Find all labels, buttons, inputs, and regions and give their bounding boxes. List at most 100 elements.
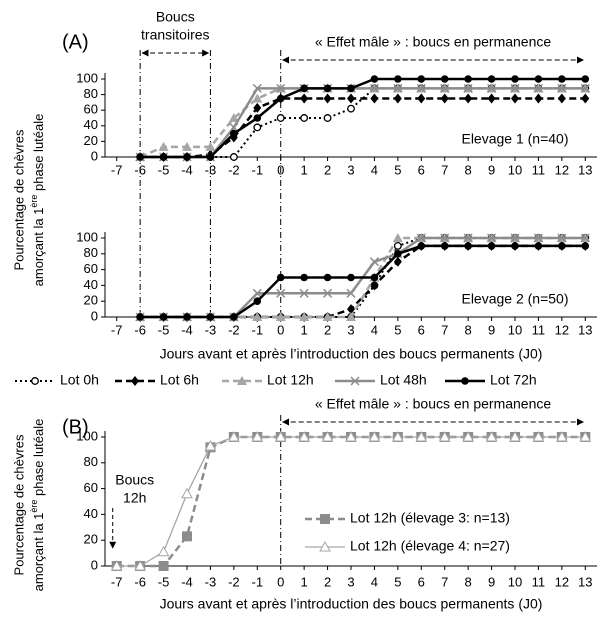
x-tick-label: 0 [277, 322, 284, 337]
marker [323, 84, 332, 93]
x-tick-label: 11 [532, 162, 546, 177]
marker [159, 313, 168, 321]
marker [230, 129, 238, 138]
marker [300, 84, 308, 93]
y-tick-label: 80 [84, 245, 98, 260]
marker [158, 561, 169, 571]
x-tick-label: 10 [508, 322, 522, 337]
x-tick-label: -3 [205, 322, 217, 337]
x-tick-label: -7 [111, 574, 123, 589]
marker [370, 280, 379, 291]
x-tick-label: 0 [277, 574, 284, 589]
x-tick-label: 4 [371, 322, 378, 337]
x-tick-label: -4 [181, 322, 193, 337]
marker [370, 75, 379, 83]
marker [347, 84, 355, 93]
marker [206, 153, 215, 161]
marker [464, 242, 472, 250]
marker [487, 233, 497, 243]
marker [463, 233, 473, 243]
marker [253, 102, 262, 113]
panel-label: (B) [62, 416, 89, 438]
annotation: « Effet mâle » : boucs en permanence [315, 396, 552, 412]
marker [136, 153, 144, 161]
y-tick-label: 60 [84, 261, 98, 276]
annotation: Boucs [156, 9, 195, 25]
legend-label: Lot 48h [380, 372, 427, 388]
x-tick-label: -1 [252, 162, 264, 177]
marker [252, 312, 263, 321]
x-tick-label: 9 [488, 574, 495, 589]
marker [276, 273, 285, 282]
marker [510, 233, 520, 243]
marker [276, 288, 286, 298]
x-tick-label: 6 [418, 574, 425, 589]
marker [230, 313, 238, 321]
marker [253, 123, 262, 132]
marker [416, 233, 426, 243]
marker [299, 312, 310, 321]
legend-label: Lot 12h (élevage 4: n=27) [350, 538, 510, 554]
marker [323, 288, 333, 298]
x-tick-label: 5 [394, 322, 401, 337]
marker [393, 83, 403, 93]
marker [229, 122, 239, 132]
legend-label: Lot 6h [160, 372, 199, 388]
marker [323, 273, 332, 282]
marker [511, 93, 519, 104]
x-tick-label: -1 [252, 574, 264, 589]
x-tick-label: 1 [301, 574, 308, 589]
x-tick-label: -3 [205, 574, 217, 589]
x-tick-label: 11 [532, 322, 546, 337]
marker [347, 304, 355, 315]
marker [158, 141, 169, 151]
marker [110, 559, 123, 571]
marker [392, 430, 404, 442]
marker [464, 75, 472, 83]
x-tick-label: -6 [134, 322, 146, 337]
x-tick-label: 7 [441, 574, 448, 589]
y-axis-label-part: amorçant la 1 [31, 208, 46, 287]
x-axis-label: Jours avant et après l’introduction des … [160, 346, 543, 362]
marker [31, 377, 39, 385]
marker [369, 257, 379, 267]
y-tick-label: 20 [84, 133, 98, 148]
marker [440, 75, 449, 83]
marker [392, 233, 403, 242]
marker [461, 377, 469, 385]
marker [487, 75, 496, 83]
panel-label: (A) [62, 31, 89, 53]
y-axis-label-sup: ère [29, 500, 39, 513]
y-tick-label: 60 [84, 102, 98, 117]
y-tick-label: 100 [76, 229, 98, 244]
series-line [140, 97, 586, 159]
marker [440, 233, 450, 243]
x-tick-label: -7 [111, 162, 123, 177]
marker [345, 430, 357, 442]
x-tick-label: 1 [301, 322, 308, 337]
x-tick-label: 9 [488, 162, 495, 177]
y-tick-label: 20 [84, 293, 98, 308]
marker [228, 430, 240, 442]
marker [276, 114, 285, 122]
marker [463, 83, 473, 93]
marker [556, 430, 568, 442]
marker [393, 241, 402, 250]
x-tick-label: 5 [394, 574, 401, 589]
x-tick-label: 2 [324, 322, 331, 337]
x-tick-label: 12 [555, 322, 569, 337]
marker [533, 83, 543, 93]
marker [393, 93, 402, 104]
x-tick-label: 2 [324, 574, 331, 589]
x-tick-label: 3 [347, 162, 354, 177]
marker [415, 430, 428, 442]
marker [298, 430, 310, 442]
x-tick-label: 8 [465, 162, 472, 177]
marker [534, 93, 543, 104]
x-tick-label: 3 [347, 322, 354, 337]
marker [557, 83, 567, 93]
x-tick-label: -4 [181, 162, 193, 177]
y-axis-label-sup: ère [29, 195, 39, 208]
marker [182, 531, 192, 542]
y-tick-label: 100 [76, 70, 98, 85]
